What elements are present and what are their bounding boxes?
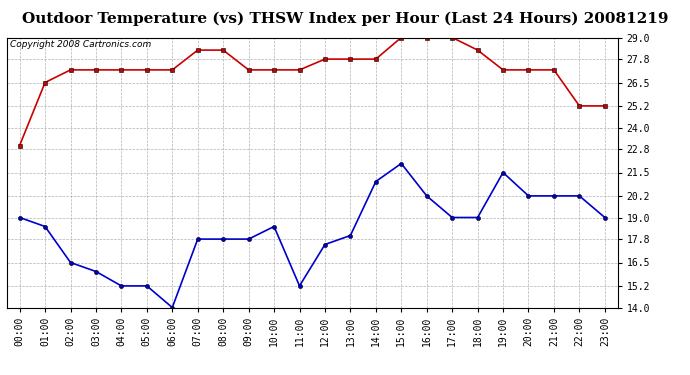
Text: Outdoor Temperature (vs) THSW Index per Hour (Last 24 Hours) 20081219: Outdoor Temperature (vs) THSW Index per … [22,11,668,26]
Text: Copyright 2008 Cartronics.com: Copyright 2008 Cartronics.com [10,40,151,49]
